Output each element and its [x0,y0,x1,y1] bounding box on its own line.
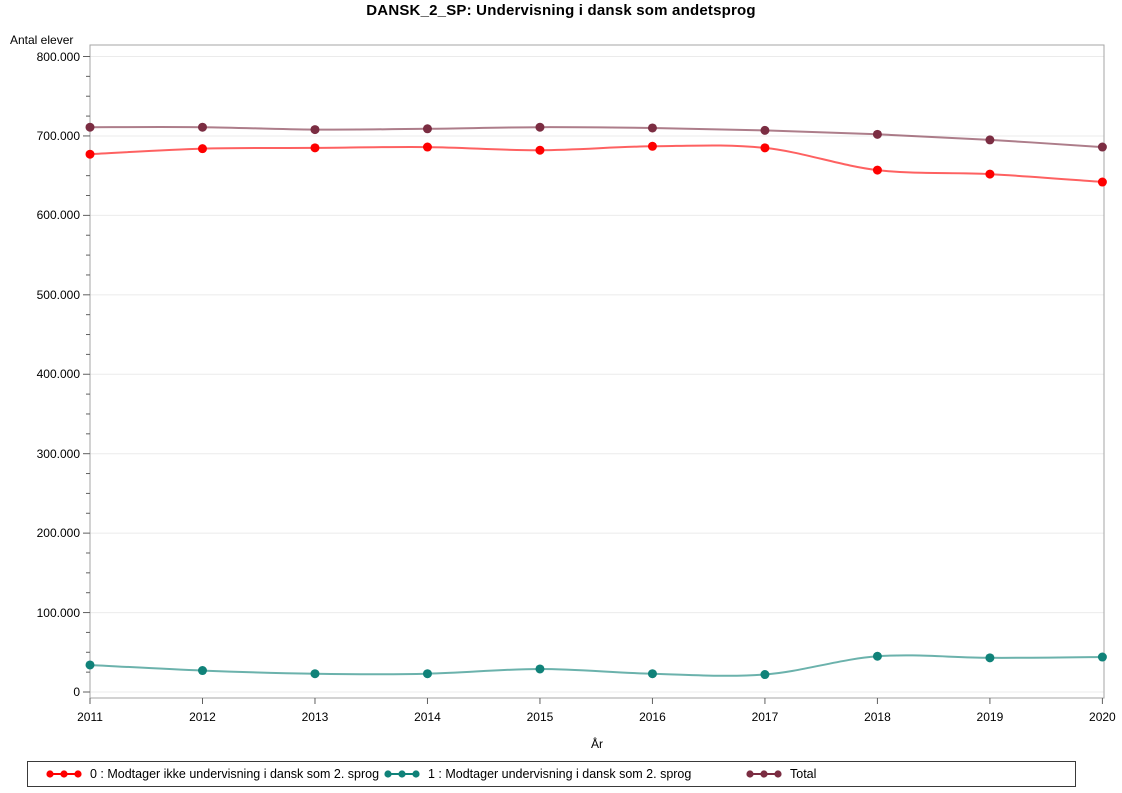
x-tick-label: 2014 [414,710,441,724]
data-point-marker-series-2 [872,129,882,139]
legend-line-marker-icon [746,770,782,778]
data-point-marker-series-2 [1097,142,1107,152]
x-tick-label: 2020 [1089,710,1116,724]
x-tick-label: 2016 [639,710,666,724]
y-tick-label: 100.000 [36,605,80,620]
chart-title: DANSK_2_SP: Undervisning i dansk som and… [366,2,756,19]
data-point-marker-series-1 [872,651,882,661]
series-line-1 [89,654,1103,677]
data-point-marker-series-1 [85,660,95,670]
series-line-0 [89,144,1103,183]
data-point-marker-series-1 [535,664,545,674]
data-point-marker-series-2 [985,135,995,145]
data-point-marker-series-0 [310,143,320,153]
data-point-marker-series-0 [85,149,95,159]
data-point-marker-series-2 [760,125,770,135]
legend-box: 0 : Modtager ikke undervisning i dansk s… [27,761,1076,787]
data-point-marker-series-0 [647,141,657,151]
legend-entry-2: Total [746,762,816,786]
legend-label: 1 : Modtager undervisning i dansk som 2.… [428,767,692,781]
data-point-marker-series-0 [422,142,432,152]
legend-line-marker-icon [384,770,420,778]
y-tick-label: 600.000 [36,208,80,223]
y-tick-label: 800.000 [36,49,80,64]
data-point-marker-series-0 [535,145,545,155]
data-point-marker-series-0 [985,169,995,179]
data-point-marker-series-0 [760,143,770,153]
data-point-marker-series-0 [1097,177,1107,187]
plot-area [83,44,1107,704]
y-tick-label: 700.000 [36,128,80,143]
x-tick-label: 2019 [976,710,1004,724]
data-point-marker-series-2 [422,124,432,134]
y-axis-title: Antal elever [10,33,74,47]
x-tick-label: 2017 [751,710,779,724]
data-point-marker-series-1 [1097,652,1107,662]
data-point-marker-series-2 [647,123,657,133]
data-point-marker-series-0 [872,165,882,175]
x-tick-label: 2012 [189,710,216,724]
data-point-marker-series-2 [310,125,320,135]
plot-frame [89,44,1105,699]
y-tick-label: 300.000 [36,446,80,461]
data-point-marker-series-1 [647,669,657,679]
data-point-marker-series-1 [197,666,207,676]
y-tick-label: 0 [73,685,80,699]
x-tick-label: 2015 [526,710,554,724]
legend-entry-0: 0 : Modtager ikke undervisning i dansk s… [46,762,379,786]
x-tick-label: 2013 [301,710,329,724]
x-axis-title: År [591,737,603,751]
data-point-marker-series-2 [535,122,545,132]
y-tick-label: 400.000 [36,367,80,382]
data-point-marker-series-1 [985,653,995,663]
legend-line-marker-icon [46,770,82,778]
data-point-marker-series-2 [85,122,95,132]
y-tick-label: 200.000 [36,526,80,541]
legend-entry-1: 1 : Modtager undervisning i dansk som 2.… [384,762,691,786]
x-tick-label: 2018 [864,710,891,724]
data-point-marker-series-1 [310,669,320,679]
data-point-marker-series-0 [197,144,207,154]
y-tick-label: 500.000 [36,287,80,302]
legend-label: Total [790,767,817,781]
data-point-marker-series-1 [422,669,432,679]
legend-label: 0 : Modtager ikke undervisning i dansk s… [90,767,380,781]
data-point-marker-series-2 [197,122,207,132]
data-point-marker-series-1 [760,670,770,680]
series-line-2 [89,126,1103,149]
x-tick-label: 2011 [77,710,103,724]
